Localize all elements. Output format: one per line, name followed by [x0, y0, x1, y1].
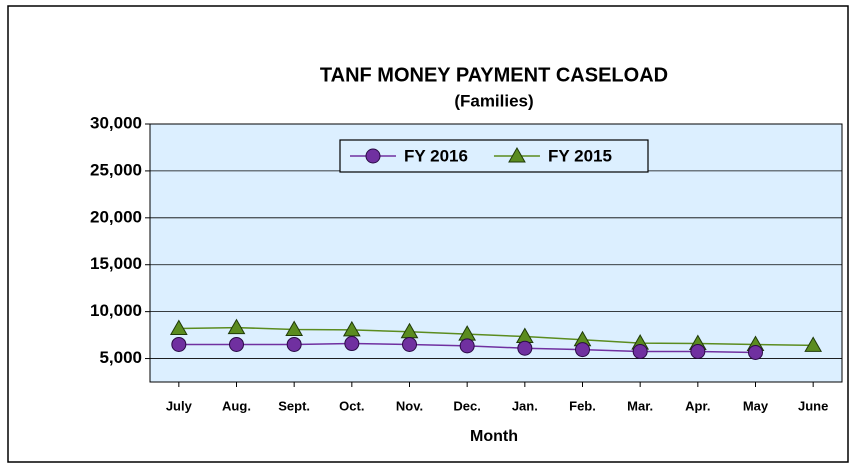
x-axis-label: Month	[470, 428, 518, 445]
x-tick-label: Apr.	[685, 398, 710, 413]
data-point	[459, 338, 475, 354]
chart-subtitle: (Families)	[454, 91, 533, 110]
x-tick-label: Nov.	[396, 398, 423, 413]
y-tick-label: 10,000	[90, 301, 142, 320]
x-tick-label: Sept.	[278, 398, 310, 413]
data-point	[517, 340, 533, 356]
y-tick-label: 25,000	[90, 160, 142, 179]
x-tick-label: May	[743, 398, 769, 413]
data-point	[169, 319, 188, 336]
data-point	[632, 344, 648, 360]
chart-title: TANF MONEY PAYMENT CASELOAD	[320, 64, 668, 86]
x-tick-label: June	[798, 398, 828, 413]
legend-marker	[365, 148, 381, 164]
data-point	[285, 320, 304, 336]
y-tick-label: 30,000	[90, 113, 142, 132]
data-point	[575, 342, 590, 358]
x-tick-label: Jan.	[512, 398, 538, 413]
data-point	[344, 336, 360, 352]
data-point	[402, 336, 417, 352]
data-point	[227, 318, 246, 335]
x-tick-label: Dec.	[453, 398, 480, 413]
legend-label: FY 2015	[548, 146, 612, 165]
legend-label: FY 2016	[404, 146, 468, 165]
y-tick-label: 20,000	[90, 207, 142, 226]
data-point	[342, 320, 361, 337]
x-tick-label: Oct.	[339, 398, 364, 413]
data-point	[748, 344, 763, 360]
series-line	[178, 326, 814, 347]
data-point	[229, 336, 244, 352]
x-tick-label: Feb.	[569, 398, 596, 413]
y-tick-label: 15,000	[90, 254, 142, 273]
x-tick-label: July	[166, 398, 193, 413]
x-tick-label: Aug.	[222, 398, 251, 413]
data-point	[171, 336, 187, 352]
data-point	[690, 344, 706, 360]
y-tick-label: 5,000	[99, 348, 142, 367]
data-point	[286, 336, 302, 352]
x-tick-label: Mar.	[627, 398, 653, 413]
legend-marker	[508, 146, 526, 163]
data-point	[804, 336, 823, 352]
